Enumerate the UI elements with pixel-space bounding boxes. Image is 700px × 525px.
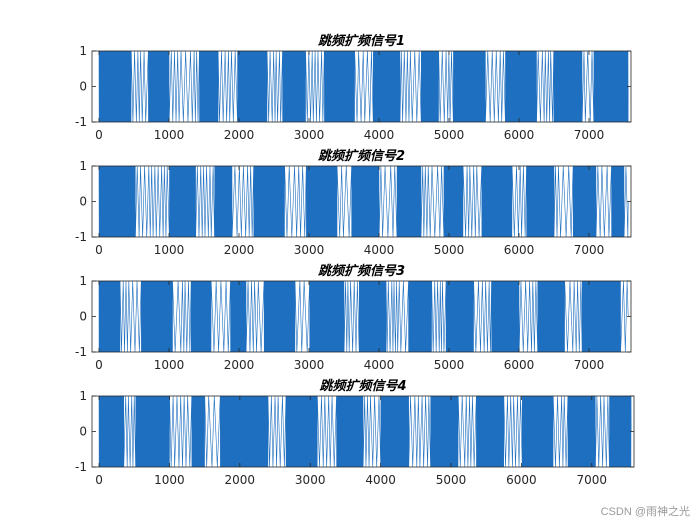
subplot-title: 跳频扩频信号3	[318, 263, 405, 279]
x-tick-label: 0	[95, 358, 103, 372]
x-tick-label: 6000	[506, 473, 537, 487]
y-tick-label: 0	[79, 310, 87, 324]
x-tick-label: 1000	[154, 128, 185, 142]
x-tick-label: 3000	[294, 243, 325, 257]
signal-line	[98, 396, 632, 467]
signal-line	[98, 166, 629, 237]
x-tick-label: 3000	[295, 473, 326, 487]
y-tick-label: 1	[79, 44, 87, 58]
x-tick-label: 5000	[434, 358, 465, 372]
y-tick-label: -1	[75, 230, 87, 244]
x-tick-label: 6000	[504, 358, 535, 372]
x-tick-label: 0	[95, 128, 103, 142]
x-tick-label: 7000	[574, 128, 605, 142]
x-tick-label: 3000	[294, 128, 325, 142]
x-tick-label: 2000	[224, 128, 255, 142]
x-tick-label: 2000	[225, 473, 256, 487]
x-tick-label: 3000	[294, 358, 325, 372]
x-tick-label: 2000	[224, 243, 255, 257]
y-tick-label: 0	[79, 80, 87, 94]
x-tick-label: 1000	[154, 358, 185, 372]
subplot-2: 0 1000 2000 3000 4000 5000 6000 7000 -1 0 1 跳频扩频信号2	[75, 148, 632, 257]
subplot-4: 0 1000 2000 3000 4000 5000 6000 7000 -1 0 1 跳频扩频信号4	[75, 378, 635, 487]
watermark: CSDN @雨神之光	[600, 506, 690, 518]
subplot-1: 0 1000 2000 3000 4000 5000 6000 7000 -1 0 1 跳频扩频信号1	[75, 33, 632, 142]
y-tick-label: -1	[75, 345, 87, 359]
x-tick-label: 7000	[574, 243, 605, 257]
y-tick-label: -1	[75, 115, 87, 129]
y-tick-label: -1	[75, 460, 87, 474]
x-tick-label: 7000	[574, 358, 605, 372]
x-tick-label: 1000	[154, 473, 185, 487]
x-tick-label: 2000	[224, 358, 255, 372]
x-tick-label: 5000	[436, 473, 467, 487]
signal-line	[98, 281, 629, 352]
x-tick-label: 5000	[434, 128, 465, 142]
x-tick-label: 1000	[154, 243, 185, 257]
subplot-title: 跳频扩频信号4	[319, 378, 406, 394]
x-tick-label: 7000	[576, 473, 607, 487]
x-tick-label: 5000	[434, 243, 465, 257]
x-tick-label: 6000	[504, 243, 535, 257]
y-tick-label: 1	[79, 274, 87, 288]
x-tick-label: 4000	[364, 243, 395, 257]
y-tick-label: 1	[79, 389, 87, 403]
x-tick-label: 4000	[364, 358, 395, 372]
x-tick-label: 0	[95, 243, 103, 257]
subplot-title: 跳频扩频信号2	[318, 148, 405, 164]
x-tick-label: 6000	[504, 128, 535, 142]
subplot-title: 跳频扩频信号1	[318, 33, 405, 49]
x-tick-label: 4000	[365, 473, 396, 487]
subplot-3: 0 1000 2000 3000 4000 5000 6000 7000 -1 0 1 跳频扩频信号3	[75, 263, 632, 372]
y-tick-label: 1	[79, 159, 87, 173]
x-tick-label: 0	[95, 473, 103, 487]
y-tick-label: 0	[79, 425, 87, 439]
x-tick-label: 4000	[364, 128, 395, 142]
y-tick-label: 0	[79, 195, 87, 209]
